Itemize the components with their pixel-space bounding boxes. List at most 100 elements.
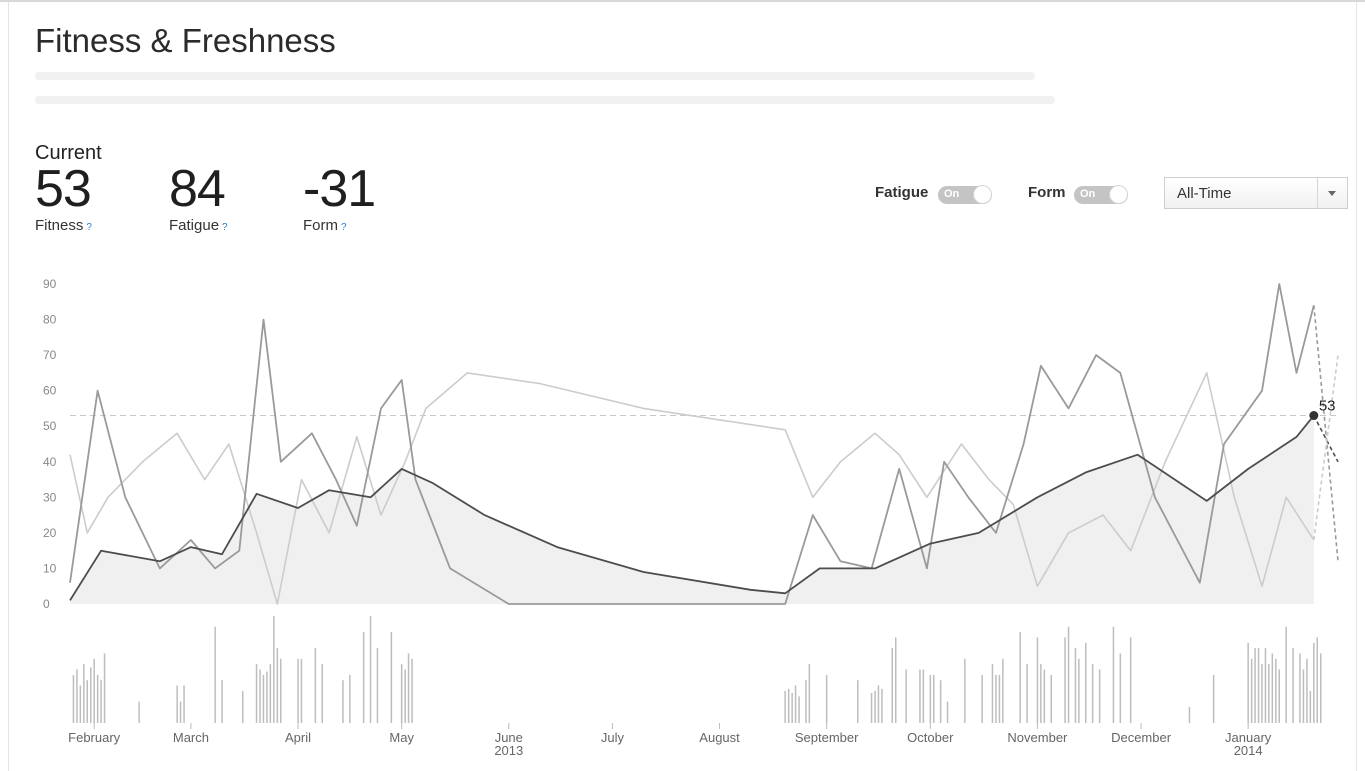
activity-bar — [895, 637, 897, 723]
fatigue-line — [69, 283, 1315, 605]
time-range-select[interactable]: All-Time — [1164, 177, 1348, 209]
activity-bar — [266, 671, 268, 723]
activity-bar — [176, 685, 178, 723]
x-tick-label: February — [68, 730, 121, 745]
activity-bar — [404, 669, 406, 723]
activity-bar — [242, 690, 244, 723]
activity-bar — [86, 680, 88, 723]
y-tick-label: 50 — [43, 419, 57, 433]
activity-bar — [376, 648, 379, 723]
chevron-down-icon — [1328, 191, 1336, 196]
activity-bar — [946, 701, 949, 723]
activity-bar — [929, 674, 932, 723]
activity-bar — [1129, 637, 1132, 723]
activity-bar — [874, 690, 876, 723]
activity-bar — [1309, 690, 1312, 723]
activity-bar — [964, 658, 966, 723]
y-tick-label: 20 — [43, 526, 57, 540]
activity-bar — [1254, 648, 1256, 723]
activity-bar — [1019, 632, 1021, 723]
panel-right-border — [1356, 2, 1357, 771]
x-tick-year-label: 2014 — [1234, 743, 1263, 758]
x-tick-label: September — [795, 730, 859, 745]
form-help-icon[interactable]: ? — [341, 222, 347, 233]
activity-bar — [407, 653, 410, 723]
activity-bar — [362, 632, 365, 723]
x-tick-label: April — [285, 730, 311, 745]
x-tick-label: June — [495, 730, 523, 745]
fitness-stat: 53 Fitness? — [35, 162, 92, 234]
activity-bar — [280, 658, 282, 723]
form-line — [69, 372, 1315, 605]
activity-bar — [93, 658, 95, 723]
activity-bar — [1119, 653, 1122, 723]
activity-bar — [269, 664, 272, 723]
activity-bar — [221, 680, 223, 723]
activity-bar — [369, 616, 372, 723]
activity-bar — [881, 688, 883, 723]
activity-bar — [787, 688, 790, 723]
activity-bar — [262, 674, 265, 723]
activity-bar — [321, 664, 323, 723]
activity-bar — [1043, 669, 1046, 723]
activity-bar — [183, 685, 185, 723]
activity-bar — [1074, 648, 1077, 723]
activity-bar — [825, 674, 828, 723]
activity-bar — [1306, 658, 1308, 723]
activity-bar — [314, 648, 317, 723]
toggle-knob — [973, 185, 992, 204]
y-tick-label: 90 — [43, 277, 57, 291]
fitness-help-icon[interactable]: ? — [86, 222, 92, 233]
activity-bar — [1250, 658, 1253, 723]
fatigue-help-icon[interactable]: ? — [222, 222, 228, 233]
activity-bar — [390, 632, 393, 723]
form-value: -31 — [303, 160, 376, 218]
activity-bar — [1292, 648, 1294, 723]
activity-bar — [870, 693, 873, 723]
activity-bar — [1040, 664, 1042, 723]
x-tick-label: January — [1225, 730, 1272, 745]
dropdown-button[interactable] — [1317, 178, 1347, 208]
blurred-description — [35, 66, 1055, 112]
fatigue-projection-line — [1313, 305, 1339, 562]
x-tick-label: October — [907, 730, 954, 745]
activity-bar — [411, 658, 413, 723]
activity-bar — [1098, 669, 1101, 723]
activity-bar — [300, 658, 303, 723]
activity-bar — [798, 696, 800, 724]
page-title: Fitness & Freshness — [35, 22, 336, 59]
activity-bar — [1026, 664, 1028, 723]
activity-bar — [1257, 648, 1260, 723]
y-tick-label: 60 — [43, 384, 57, 398]
y-tick-label: 70 — [43, 348, 57, 362]
activity-bar — [1078, 658, 1080, 723]
activity-bar — [1299, 653, 1301, 723]
fatigue-stat: 84 Fatigue? — [169, 162, 228, 234]
form-toggle[interactable]: On — [1074, 185, 1128, 204]
activity-bar — [919, 669, 921, 723]
fatigue-toggle[interactable]: On — [938, 185, 992, 204]
activity-bar — [79, 685, 82, 723]
activity-bar — [342, 680, 344, 723]
x-tick-label: July — [601, 730, 625, 745]
x-tick-label: November — [1007, 730, 1068, 745]
activity-bar — [794, 685, 797, 723]
activity-bar — [1302, 669, 1305, 723]
y-tick-label: 0 — [43, 597, 50, 611]
time-range-value: All-Time — [1177, 185, 1232, 202]
form-stat: -31 Form? — [303, 160, 376, 234]
x-tick-label: May — [389, 730, 414, 745]
fitness-area — [70, 415, 1314, 604]
fatigue-toggle-label: Fatigue — [875, 184, 929, 201]
activity-bar — [857, 680, 859, 723]
activity-bar — [90, 667, 92, 723]
activity-bar — [103, 653, 106, 723]
activity-bar — [998, 674, 1001, 723]
fatigue-toggle-state: On — [944, 188, 960, 200]
activity-bar — [297, 658, 299, 723]
activity-bar — [1271, 653, 1274, 723]
activity-bar — [83, 664, 85, 723]
activity-bar — [922, 669, 925, 723]
activity-bar — [1064, 637, 1066, 723]
